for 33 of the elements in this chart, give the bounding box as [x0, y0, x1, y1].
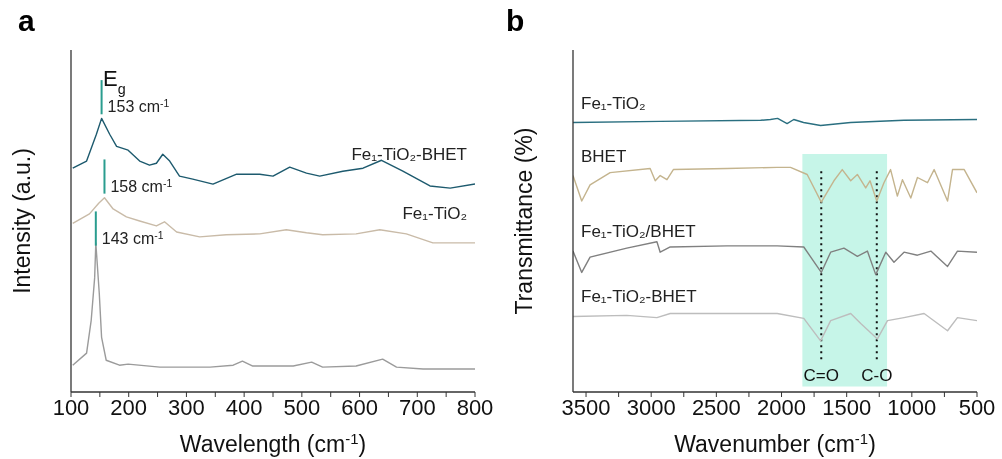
series-label: Fe₁-TiO₂-BHET: [581, 287, 697, 307]
x-tick-label: 400: [225, 394, 263, 420]
x-tick-label: 200: [110, 394, 148, 420]
annotation: 153 cm$^{-1}$: [107, 97, 170, 116]
y-axis-title: Transmittance (%): [511, 127, 537, 315]
annotation: 143 cm$^{-1}$: [101, 229, 164, 247]
chart-title: a: [18, 4, 35, 38]
text: E$_{g}$: [103, 66, 126, 97]
x-tick-label: 3000: [626, 394, 676, 420]
series-label: BHET: [581, 146, 627, 166]
series-label: Fe₁-TiO₂: [402, 203, 467, 223]
series-label: Fe₁-TiO₂-BHET: [351, 145, 467, 165]
x-tick-label: 500: [958, 394, 996, 420]
x-tick-label: 100: [52, 394, 90, 420]
chart-title: b: [506, 4, 525, 38]
x-tick-label: 500: [283, 394, 321, 420]
x-tick-label: 300: [168, 394, 205, 420]
x-tick-label: 2000: [757, 394, 806, 420]
x-tick-label: 2500: [691, 394, 741, 420]
x-tick-label: 1000: [887, 394, 937, 420]
series-label: Fe₁-TiO₂: [581, 93, 646, 113]
x-tick-label: 700: [398, 394, 436, 420]
series-label: Fe₁-TiO₂/BHET: [581, 222, 696, 242]
x-tick-label: 1500: [822, 394, 872, 420]
x-axis-title: Wavenumber (cm$^{-1}$): [674, 429, 876, 457]
ref-line-label: C-O: [861, 366, 893, 386]
x-axis-title: Wavelength (cm$^{-1}$): [179, 429, 367, 457]
x-tick-label: 800: [456, 394, 494, 420]
x-tick-label: 3500: [561, 394, 611, 420]
y-axis-title: Intensity (a.u.): [9, 148, 35, 294]
x-tick-label: 600: [341, 394, 378, 420]
annotation: 158 cm$^{-1}$: [110, 177, 173, 195]
ref-line-label: C=O: [803, 366, 839, 386]
